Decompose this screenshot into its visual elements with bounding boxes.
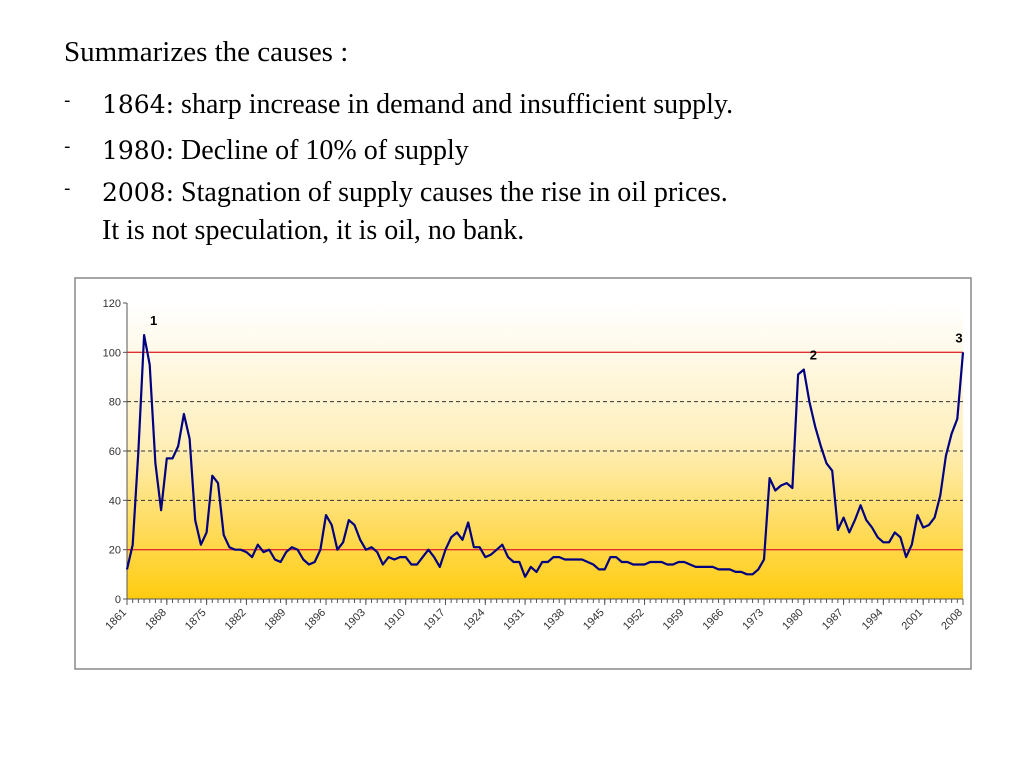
bullet-line-text: Decline of 10% of supply <box>181 135 469 166</box>
bullet-line-text: It is not speculation, it is oil, no ban… <box>102 215 525 246</box>
slide-title: Summarizes the causes : <box>64 36 349 68</box>
annotation: 2 <box>810 348 817 363</box>
bullet-text: 1980: Decline of 10% of supply <box>102 132 469 170</box>
bullet-line: 2008: Stagnation of supply causes the ri… <box>102 174 728 212</box>
bullet: - 1864: sharp increase in demand and insu… <box>64 86 733 124</box>
y-tick-label: 20 <box>109 545 121 557</box>
bullet-label: 1980: <box>102 136 175 165</box>
y-tick-label: 80 <box>109 397 121 409</box>
y-tick-label: 60 <box>109 446 121 458</box>
y-tick-label: 0 <box>115 594 121 606</box>
bullet: - 1980: Decline of 10% of supply <box>64 132 469 170</box>
bullet-marker: - <box>64 90 71 111</box>
bullet-label: 1864: <box>102 90 175 119</box>
annotation: 3 <box>955 330 962 345</box>
y-tick-label: 100 <box>103 347 121 359</box>
bullet-line: 1864: sharp increase in demand and insuf… <box>102 86 733 124</box>
bullet-line: It is not speculation, it is oil, no ban… <box>102 212 728 250</box>
bullet-marker: - <box>64 178 71 199</box>
y-tick-label: 40 <box>109 495 121 507</box>
bullet-line-text: sharp increase in demand and insufficien… <box>181 89 734 120</box>
bullet-text: 2008: Stagnation of supply causes the ri… <box>102 174 728 250</box>
bullet-label: 2008: <box>102 178 175 207</box>
data-line <box>125 334 965 578</box>
bullet-marker: - <box>64 136 71 157</box>
annotation: 1 <box>150 313 157 328</box>
y-tick-label: 120 <box>103 298 121 310</box>
bullet-line: 1980: Decline of 10% of supply <box>102 132 469 170</box>
bullet-line-text: Stagnation of supply causes the rise in … <box>181 177 728 208</box>
bullet-text: 1864: sharp increase in demand and insuf… <box>102 86 733 124</box>
bullet: - 2008: Stagnation of supply causes the r… <box>64 174 728 250</box>
